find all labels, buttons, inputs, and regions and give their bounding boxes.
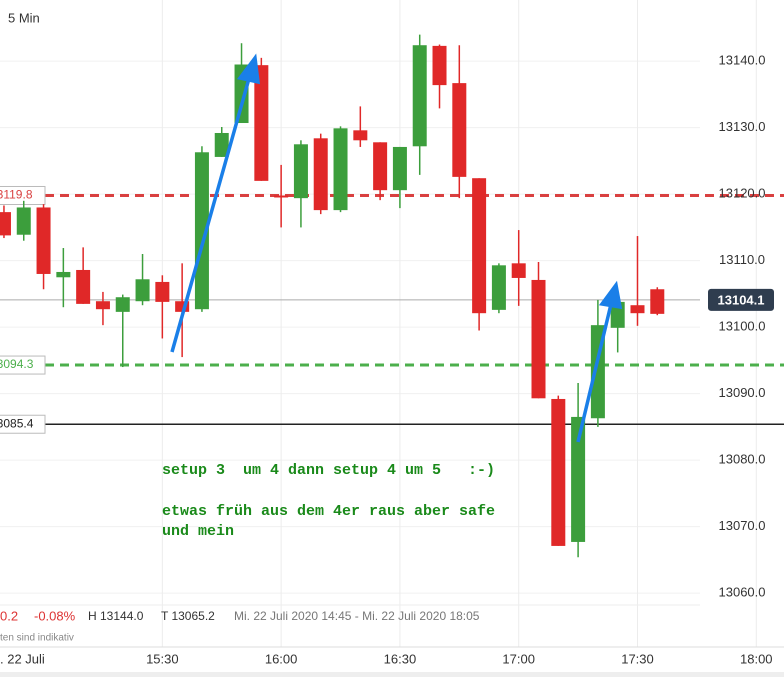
info-change: 0.2 <box>0 608 18 623</box>
candle-body <box>0 212 11 236</box>
candle-body <box>650 289 665 314</box>
arrow <box>576 299 614 443</box>
x-tick-label: 16:30 <box>384 651 417 666</box>
info-low: T 13065.2 <box>161 609 215 623</box>
candle-body <box>16 207 31 235</box>
candle-body <box>551 398 566 546</box>
y-tick-label: 13060.0 <box>719 585 766 600</box>
annotation: etwas früh aus dem 4er raus aber safe <box>162 503 495 520</box>
annotation: setup 3 um 4 dann setup 4 um 5 :-) <box>162 462 495 479</box>
x-tick-label: 16:00 <box>265 651 298 666</box>
level-label-box <box>0 355 46 375</box>
candle-body <box>452 83 467 177</box>
candle-body <box>472 178 487 314</box>
candle-body <box>254 65 269 181</box>
candle-body <box>175 301 190 312</box>
arrow <box>170 74 252 353</box>
x-tick-label: 18:00 <box>740 651 773 666</box>
candle-body <box>115 297 130 312</box>
candle-body <box>135 279 150 302</box>
last-price-label: 13104.1 <box>718 292 765 307</box>
candle-body <box>491 265 506 310</box>
candle-body <box>373 142 388 191</box>
scrollbar <box>0 672 784 677</box>
candle-body <box>333 128 348 211</box>
level-label-box <box>0 414 46 434</box>
candle-body <box>274 195 289 198</box>
candle-body <box>412 45 427 147</box>
info-range: Mi. 22 Juli 2020 14:45 - Mi. 22 Juli 202… <box>234 609 480 623</box>
y-tick-label: 13090.0 <box>719 385 766 400</box>
last-price-box <box>708 288 774 311</box>
candle-body <box>571 416 586 542</box>
x-tick-label: 15:30 <box>146 651 179 666</box>
candle-body <box>511 263 526 278</box>
y-tick-label: 13070.0 <box>719 518 766 533</box>
info-pct: -0.08% <box>34 608 76 623</box>
y-tick-label: 13140.0 <box>719 53 766 68</box>
candle-body <box>432 45 447 86</box>
candle-body <box>214 132 229 157</box>
candle-body <box>95 301 110 310</box>
candle-body <box>293 144 308 199</box>
y-tick-label: 13080.0 <box>719 452 766 467</box>
candle-body <box>353 130 368 141</box>
arrow-head <box>236 53 261 85</box>
arrow-head <box>598 280 623 310</box>
x-tick-label: 17:30 <box>621 651 654 666</box>
candle-body <box>36 207 51 274</box>
y-tick-label: 13110.0 <box>719 252 765 267</box>
arrows <box>170 53 623 443</box>
y-tick-label: 13100.0 <box>719 319 766 334</box>
candle-body <box>155 281 170 302</box>
candle-body <box>76 269 91 304</box>
date-label: . 22 Juli <box>0 651 45 666</box>
candle-body <box>531 279 546 399</box>
level-label: 13085.4 <box>0 416 34 430</box>
info-high: H 13144.0 <box>88 609 144 623</box>
candle-body <box>630 305 645 314</box>
x-tick-label: 17:00 <box>502 651 535 666</box>
chart-title: 5 Min <box>8 10 40 25</box>
level-label-box <box>0 185 46 205</box>
candle-body <box>56 271 71 278</box>
y-tick-label: 13130.0 <box>719 119 766 134</box>
level-label: 13119.8 <box>0 188 33 202</box>
annotation: und mein <box>162 523 234 540</box>
footnote: ten sind indikativ <box>0 633 74 644</box>
candle-body <box>392 146 407 191</box>
candle-body <box>194 152 209 310</box>
level-label: 13094.3 <box>0 357 34 371</box>
y-tick-label: 13120.0 <box>719 186 766 201</box>
candle-body <box>313 138 328 211</box>
